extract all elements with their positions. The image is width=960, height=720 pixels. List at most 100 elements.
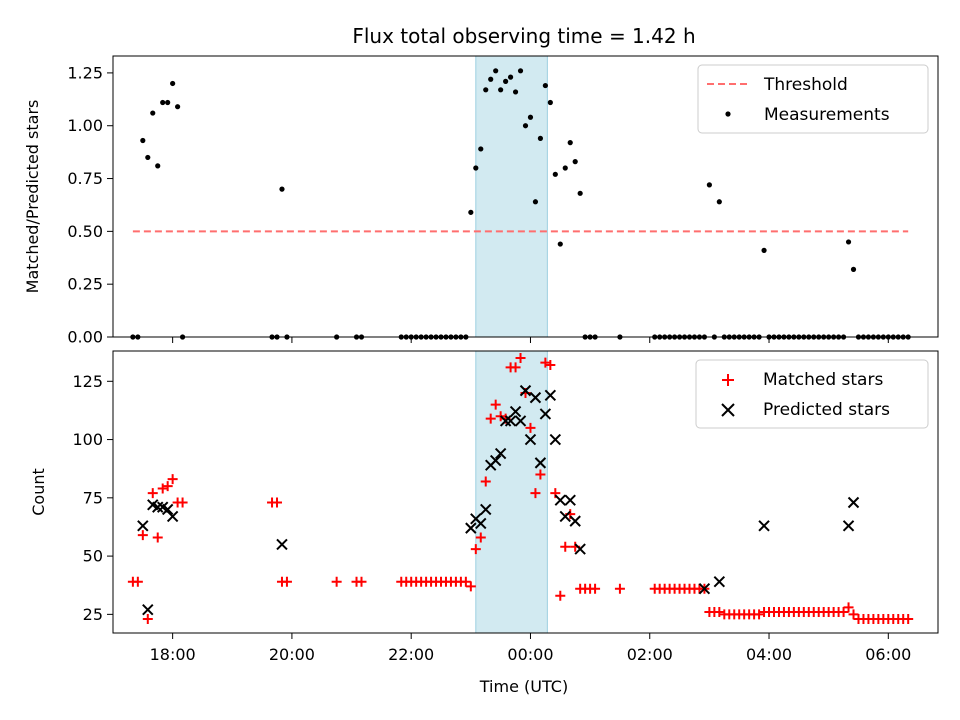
predicted-star-point bbox=[529, 391, 542, 404]
measurement-point bbox=[547, 99, 553, 106]
bottom-panel-highlight-band bbox=[475, 350, 548, 634]
predicted-star-point bbox=[161, 503, 174, 516]
predicted-star-point bbox=[514, 415, 527, 427]
y-tick-label: 0.25 bbox=[67, 275, 103, 294]
measurement-point bbox=[468, 209, 474, 215]
chart-title: Flux total observing time = 1.42 h bbox=[352, 24, 695, 48]
matched-star-point bbox=[465, 581, 476, 592]
predicted-star-point bbox=[152, 501, 164, 513]
measurement-point bbox=[532, 199, 539, 205]
predicted-star-point bbox=[465, 522, 477, 534]
matched-star-point bbox=[167, 474, 178, 485]
measurement-point bbox=[473, 165, 479, 171]
top-panel-highlight-band bbox=[475, 55, 548, 338]
matched-star-point bbox=[281, 576, 292, 587]
matched-star-point bbox=[475, 532, 486, 543]
predicted-star-point bbox=[564, 494, 576, 506]
matched-star-point bbox=[545, 359, 556, 370]
matched-star-point bbox=[515, 352, 526, 363]
matched-star-point bbox=[162, 481, 173, 492]
matched-star-point bbox=[525, 422, 536, 433]
predicted-star-point bbox=[499, 415, 512, 427]
top-panel-legend: Threshold Measurements bbox=[697, 64, 929, 134]
legend-predicted-swatch bbox=[721, 403, 735, 417]
measurement-point bbox=[542, 82, 548, 89]
predicted-star-point bbox=[698, 583, 711, 595]
legend-measurements-label: Measurements bbox=[764, 105, 890, 125]
predicted-star-point bbox=[494, 447, 507, 460]
measurement-point bbox=[503, 78, 509, 84]
matched-star-point bbox=[132, 576, 143, 587]
matched-star-point bbox=[714, 607, 725, 618]
measurement-point bbox=[165, 99, 171, 106]
legend-threshold-label: Threshold bbox=[763, 75, 848, 95]
matched-star-point bbox=[530, 488, 541, 499]
y-tick-label: 1.00 bbox=[67, 116, 103, 135]
measurement-point bbox=[761, 247, 767, 253]
measurement-point bbox=[850, 266, 857, 272]
measurement-point bbox=[478, 146, 484, 152]
measurement-point bbox=[716, 199, 722, 205]
matched-star-point bbox=[535, 469, 546, 480]
matched-star-point bbox=[843, 602, 854, 613]
matched-star-point bbox=[157, 483, 168, 494]
predicted-star-point bbox=[142, 603, 154, 616]
y-tick-label: 0.75 bbox=[67, 169, 103, 188]
predicted-star-point bbox=[539, 408, 552, 420]
bottom-panel-y-ticks: 25 50 75 100 125 bbox=[72, 372, 113, 624]
matched-star-point bbox=[470, 544, 481, 555]
legend-measurements-swatch bbox=[725, 111, 731, 117]
matched-star-point bbox=[490, 399, 501, 410]
measurement-point bbox=[488, 76, 494, 82]
measurement-point bbox=[572, 159, 578, 165]
measurement-point bbox=[552, 171, 558, 177]
measurement-point bbox=[175, 104, 181, 110]
bottom-panel-legend: Matched stars Predicted stars bbox=[695, 359, 929, 429]
predicted-star-point bbox=[534, 457, 547, 469]
measurement-point bbox=[567, 140, 573, 146]
matched-star-point bbox=[754, 609, 765, 620]
matched-star-point bbox=[356, 576, 367, 587]
top-panel-frame bbox=[112, 55, 939, 338]
x-tick-label: 00:00 bbox=[507, 645, 553, 664]
matched-star-point bbox=[540, 357, 551, 368]
measurement-point bbox=[483, 87, 489, 93]
matched-star-point bbox=[331, 576, 342, 587]
matched-star-point bbox=[147, 488, 158, 499]
measurement-point bbox=[577, 190, 583, 196]
x-tick-label: 04:00 bbox=[746, 645, 792, 664]
matched-star-point bbox=[838, 607, 849, 618]
legend-matched-label: Matched stars bbox=[763, 370, 883, 390]
matched-star-point bbox=[485, 413, 496, 424]
matched-star-point bbox=[272, 497, 283, 508]
predicted-star-point bbox=[549, 433, 562, 446]
x-tick-label: 20:00 bbox=[269, 645, 315, 664]
measurement-point bbox=[507, 74, 514, 80]
x-tick-label: 02:00 bbox=[627, 645, 673, 664]
predicted-star-point bbox=[559, 510, 571, 523]
predicted-star-point bbox=[713, 576, 726, 588]
top-legend-box bbox=[697, 64, 929, 134]
measurement-point bbox=[512, 89, 519, 95]
measurement-point bbox=[562, 165, 568, 171]
measurement-point bbox=[527, 114, 534, 120]
y-tick-label: 1.25 bbox=[67, 63, 103, 82]
legend-matched-swatch bbox=[722, 374, 734, 386]
predicted-star-point bbox=[554, 494, 566, 506]
top-panel-x-ticks bbox=[172, 337, 889, 343]
predicted-star-point bbox=[504, 415, 517, 427]
predicted-star-point bbox=[569, 515, 581, 527]
bottom-panel: 25 50 75 100 125 18:00 20:00 22:00 00:00 02:00 04… bbox=[29, 350, 939, 696]
matched-star-point bbox=[510, 362, 521, 373]
matched-star-point bbox=[614, 583, 625, 594]
predicted-star-point bbox=[758, 520, 770, 532]
measurement-point bbox=[493, 68, 499, 74]
measurement-point bbox=[150, 110, 156, 116]
y-tick-label: 75 bbox=[83, 488, 103, 507]
y-tick-label: 50 bbox=[83, 547, 103, 566]
predicted-star-point bbox=[509, 405, 522, 418]
measurement-point bbox=[160, 99, 166, 106]
measurement-point bbox=[279, 186, 285, 192]
measurement-points bbox=[130, 68, 911, 340]
